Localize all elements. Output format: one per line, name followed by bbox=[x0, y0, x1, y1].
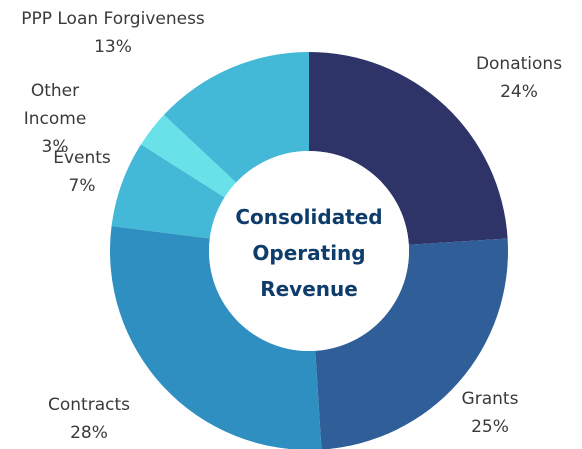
donut-hole bbox=[209, 151, 409, 351]
slice-label: Donations 24% bbox=[476, 50, 562, 106]
category-label: Donations bbox=[475, 54, 563, 74]
value-label: 7% bbox=[68, 176, 96, 196]
wedge bbox=[309, 52, 508, 245]
chart-title: Consolidated Operating Revenue bbox=[235, 205, 383, 301]
slice-label: Grants 25% bbox=[462, 385, 519, 441]
slice-label: PPP Loan Forgiveness 13% bbox=[21, 5, 205, 61]
slice-label: Other Income 3% bbox=[15, 77, 95, 161]
wedge bbox=[111, 144, 225, 239]
value-label: 24% bbox=[500, 82, 538, 102]
wedge bbox=[110, 226, 322, 449]
slice-label: Contracts 28% bbox=[48, 391, 130, 447]
category-label: Grants bbox=[461, 389, 519, 409]
category-label: Other Income bbox=[23, 81, 87, 129]
value-label: 25% bbox=[471, 417, 509, 437]
wedge bbox=[163, 52, 309, 183]
category-label: PPP Loan Forgiveness bbox=[21, 9, 205, 29]
value-label: 13% bbox=[94, 37, 132, 57]
category-label: Events bbox=[53, 148, 111, 168]
wedge bbox=[315, 238, 508, 449]
value-label: 3% bbox=[41, 137, 69, 157]
value-label: 28% bbox=[70, 423, 108, 443]
slice-label: Events 7% bbox=[53, 144, 111, 200]
wedge bbox=[140, 114, 237, 198]
category-label: Contracts bbox=[48, 395, 130, 415]
